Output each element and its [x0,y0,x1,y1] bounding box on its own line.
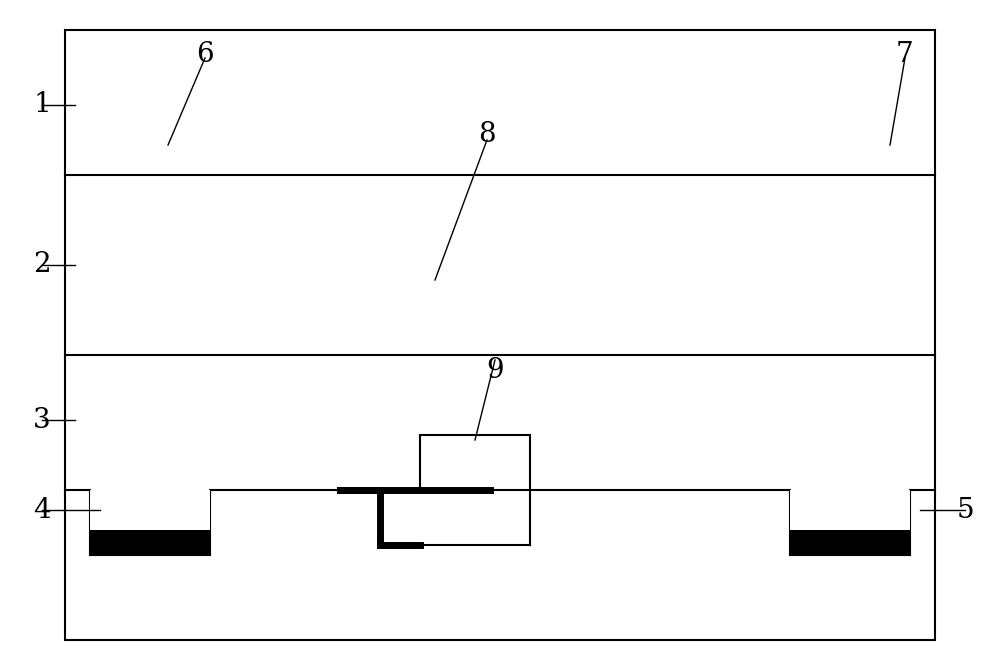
Text: 4: 4 [33,496,51,524]
Bar [790,490,910,530]
Bar [65,30,935,640]
Text: 8: 8 [478,122,496,149]
Text: 2: 2 [33,251,51,278]
Text: 3: 3 [33,407,51,434]
Bar [420,435,530,490]
Text: 1: 1 [33,91,51,118]
Text: 6: 6 [196,42,214,69]
Text: 7: 7 [896,42,914,69]
Bar [790,530,910,555]
Bar [90,530,210,555]
Text: 5: 5 [956,496,974,524]
Bar [90,490,210,530]
Text: 9: 9 [486,356,504,383]
